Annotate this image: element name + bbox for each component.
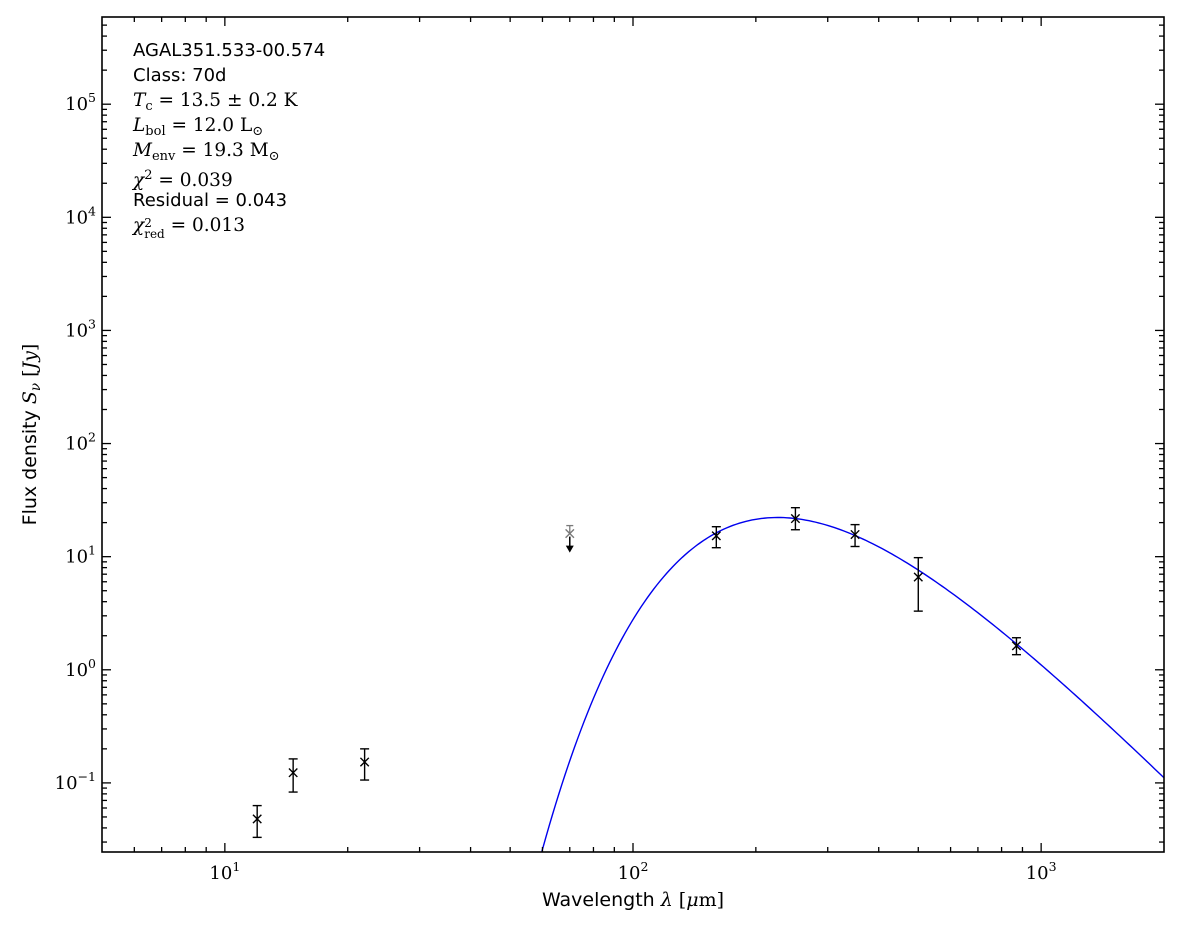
x-axis-label: Wavelength λ [μm]: [542, 889, 724, 911]
x-axis-ticks: [133, 17, 1042, 852]
data-point-250um: [790, 506, 801, 531]
data-point-22um: [359, 748, 370, 781]
y-axis-ticks: [102, 24, 1164, 843]
model-greybody-curve: [541, 516, 1164, 852]
y-tick-label: 102: [65, 430, 96, 455]
x-tick-label: 101: [209, 859, 240, 884]
y-axis-label: Flux density Sν [Jy]: [19, 344, 44, 526]
plot-frame: [101, 16, 1165, 853]
data-point-160um: [711, 526, 722, 549]
data-point-870um: [1011, 637, 1022, 656]
annotation-line-source-name: AGAL351.533-00.574: [133, 40, 326, 61]
data-point-14.7um: [288, 758, 298, 793]
data-point-350um: [850, 523, 860, 548]
annotation-line-dust-temperature: Tc = 13.5 ± 0.2 K: [133, 90, 298, 114]
data-point-500um: [913, 556, 923, 612]
y-tick-label: 104: [65, 203, 96, 228]
x-tick-label: 102: [618, 859, 649, 884]
upper-limit-arrow: [565, 536, 574, 553]
y-tick-label: 10−1: [55, 769, 96, 794]
data-point-70um: [565, 524, 575, 553]
y-tick-label: 100: [65, 656, 96, 681]
y-tick-label: 101: [65, 543, 96, 568]
annotation-block: AGAL351.533-00.574 Class: 70d Tc = 13.5 ± …: [133, 38, 326, 241]
x-tick-label: 103: [1026, 859, 1057, 884]
sup-sub-script: 2 red: [144, 216, 165, 241]
annotation-line-residual: Residual = 0.043: [133, 190, 288, 211]
annotation-line-bolometric-luminosity: Lbol = 12.0 L⊙: [133, 115, 264, 139]
annotation-line-chi-squared-reduced: χ 2 red = 0.013: [133, 215, 245, 241]
annotation-line-class: Class: 70d: [133, 65, 227, 86]
annotation-line-envelope-mass: Menv = 19.3 M⊙: [133, 140, 280, 164]
annotation-line-chi-squared: χ2 = 0.039: [133, 168, 233, 191]
y-tick-label: 105: [65, 90, 96, 115]
y-tick-label: 103: [65, 316, 96, 341]
data-point-12um: [252, 804, 262, 839]
